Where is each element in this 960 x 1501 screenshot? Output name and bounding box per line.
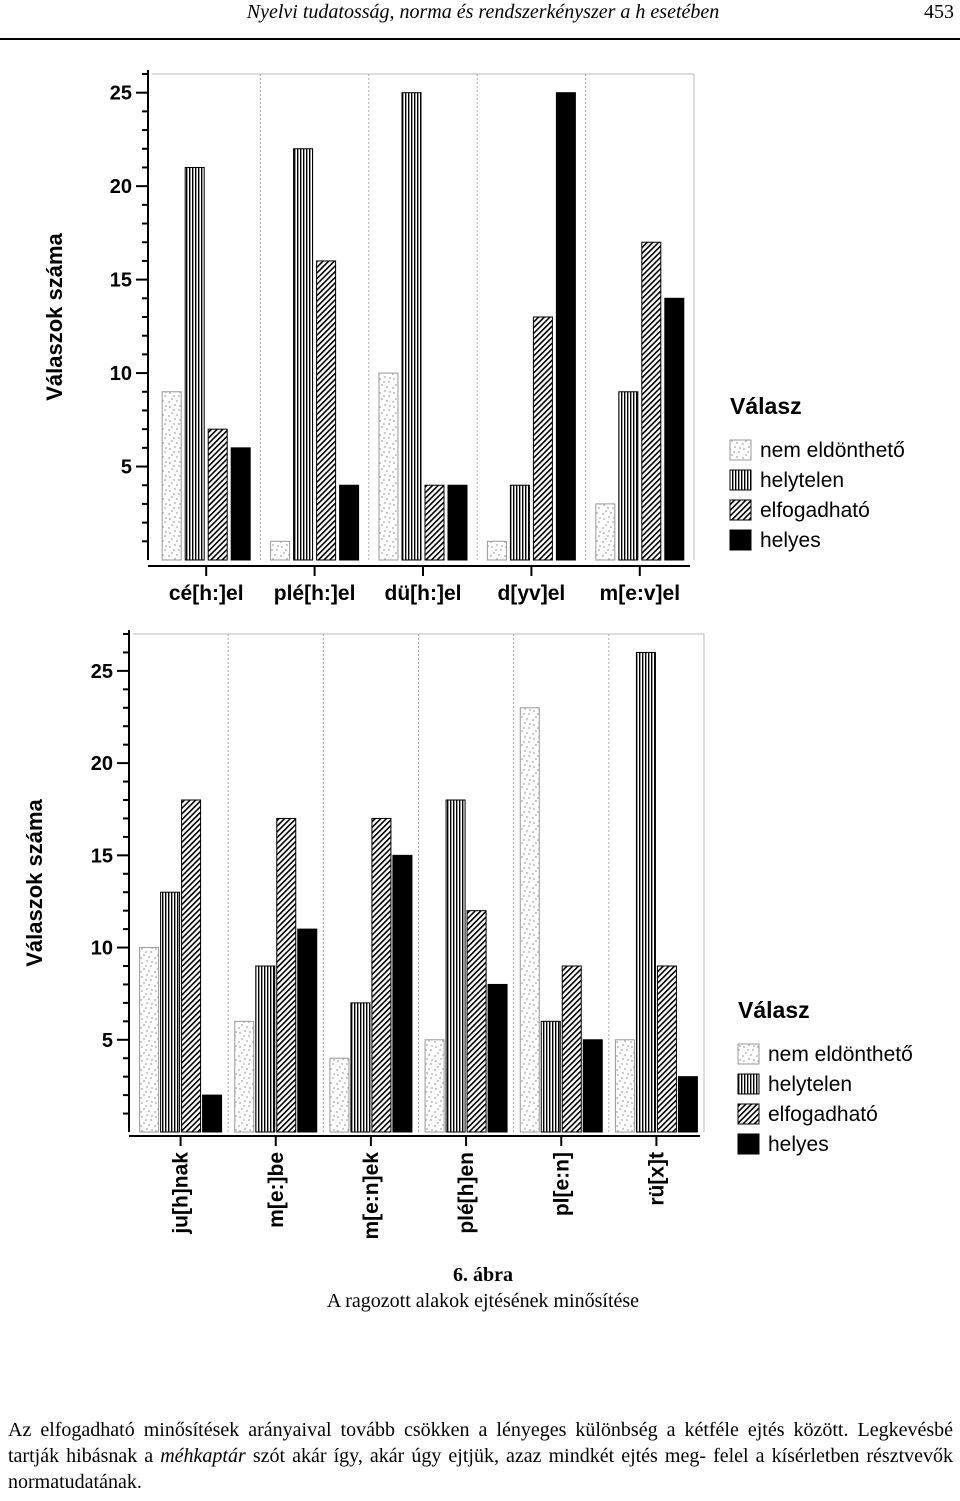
legend-label: helytelen (768, 1073, 852, 1096)
x-tick-label: rü[x]t (645, 1152, 668, 1206)
body-paragraph: Az elfogadható minősítések arányaival to… (8, 1417, 953, 1495)
chart-1: 5 10 15 20 25 Válaszok száma cé[h:]el plé[h:]el… (42, 70, 905, 605)
figure-title: A ragozott alakok ejtésének minősítése (326, 1290, 640, 1312)
y-tick-label: 25 (110, 83, 132, 105)
legend-label: helyes (760, 529, 821, 552)
legend-title: Válasz (730, 393, 802, 419)
bar-nem-eldontheto (595, 503, 616, 561)
bar-helytelen (540, 1020, 561, 1133)
bar-elfogadhato (424, 484, 445, 561)
x-tick-label: d[yv]el (498, 582, 566, 605)
legend-label: elfogadható (760, 499, 870, 522)
bar-helyes (447, 484, 468, 561)
bar-nem-eldontheto (424, 1039, 445, 1133)
bar-helytelen (255, 965, 276, 1133)
bar-helyes (202, 1094, 223, 1133)
legend-label: nem eldönthető (760, 439, 905, 462)
bar-elfogadhato (316, 260, 337, 561)
x-tick-label: cé[h:]el (169, 582, 244, 605)
chart-2: 5 10 15 20 25 Válaszok száma ju[h]nak m[e:]be m[… (22, 630, 913, 1240)
bar-helytelen (293, 148, 314, 561)
bar-nem-eldontheto (378, 372, 399, 561)
legend-title: Válasz (738, 997, 810, 1023)
x-tick-label: dü[h:]el (385, 582, 462, 605)
bar-helytelen (160, 891, 181, 1133)
running-title: Nyelvi tudatosság, norma és rendszerkény… (246, 1, 720, 23)
bar-elfogadhato (641, 241, 662, 561)
x-tick-label: pl[e:n] (550, 1152, 573, 1216)
bar-elfogadhato (207, 428, 228, 561)
body-line-2-start: Legkevésbé tartják hibásnak a (8, 1419, 953, 1467)
bar-nem-eldontheto (139, 947, 160, 1133)
bar-elfogadhato (371, 817, 392, 1133)
y-tick-label: 5 (121, 457, 132, 479)
legend-swatch (729, 439, 752, 461)
bar-helyes (339, 484, 360, 561)
body-line-3: felel a kísérletben résztvevők normatuda… (8, 1445, 954, 1493)
legend-label: nem eldönthető (768, 1043, 913, 1066)
bar-nem-eldontheto (161, 391, 182, 561)
x-tick-label: plé[h]en (455, 1152, 478, 1234)
page-header: Nyelvi tudatosság, norma és rendszerkény… (0, 0, 960, 40)
bar-helyes (392, 854, 413, 1133)
x-tick-label: ju[h]nak (170, 1152, 193, 1235)
bar-helytelen (401, 92, 422, 561)
x-tick-label: plé[h:]el (274, 582, 356, 605)
y-axis-label: Válaszok száma (22, 798, 47, 966)
figure-number: 6. ábra (453, 1264, 513, 1286)
y-tick-label: 20 (91, 753, 113, 775)
bar-helyes (487, 983, 508, 1133)
y-tick-label: 10 (91, 938, 113, 960)
bar-helyes (297, 928, 318, 1133)
legend-swatch (729, 469, 752, 491)
y-tick-label: 25 (91, 661, 113, 683)
bar-helyes (664, 297, 685, 561)
legend-swatch (737, 1103, 760, 1125)
bar-nem-eldontheto (270, 540, 291, 561)
bar-nem-eldontheto (486, 540, 507, 561)
figure-caption: 6. ábra A ragozott alakok ejtésének minő… (0, 1262, 960, 1314)
bar-helyes (582, 1039, 603, 1133)
bar-nem-eldontheto (234, 1020, 255, 1133)
bar-helytelen (509, 484, 530, 561)
body-line-2-emphasis: méhkaptár (160, 1445, 246, 1467)
y-tick-label: 15 (110, 270, 132, 292)
bar-nem-eldontheto (519, 707, 540, 1133)
bar-elfogadhato (532, 316, 553, 561)
y-tick-label: 10 (110, 363, 132, 385)
x-tick-label: m[e:v]el (600, 582, 681, 605)
bar-helyes (555, 92, 576, 561)
bar-helytelen (350, 1002, 371, 1133)
bar-helytelen (184, 166, 205, 561)
legend-label: helyes (768, 1133, 829, 1156)
bar-elfogadhato (466, 910, 487, 1133)
bar-helytelen (445, 799, 466, 1133)
legend-label: helytelen (760, 469, 844, 492)
bar-nem-eldontheto (329, 1057, 350, 1133)
legend-swatch (729, 529, 752, 551)
bar-helyes (677, 1076, 698, 1133)
bar-elfogadhato (656, 965, 677, 1133)
bar-nem-eldontheto (614, 1039, 635, 1133)
legend-swatch (737, 1133, 760, 1155)
bar-elfogadhato (561, 965, 582, 1133)
legend-swatch (729, 499, 752, 521)
bar-elfogadhato (181, 799, 202, 1133)
y-axis-label: Válaszok száma (42, 232, 67, 400)
bar-helytelen (635, 651, 656, 1133)
legend-label: elfogadható (768, 1103, 878, 1126)
legend-swatch (737, 1073, 760, 1095)
y-tick-label: 15 (91, 845, 113, 867)
body-line-2-end: szót akár így, akár úgy ejtjük, azaz min… (245, 1445, 706, 1467)
bar-helyes (230, 447, 251, 561)
bar-elfogadhato (276, 817, 297, 1133)
bar-helytelen (618, 391, 639, 561)
legend-swatch (737, 1043, 760, 1065)
y-tick-label: 20 (110, 176, 132, 198)
page-number: 453 (924, 1, 954, 23)
x-tick-label: m[e:n]ek (360, 1152, 383, 1240)
body-line-1: Az elfogadható minősítések arányaival to… (8, 1419, 849, 1441)
y-tick-label: 5 (102, 1030, 113, 1052)
x-tick-label: m[e:]be (265, 1152, 288, 1228)
